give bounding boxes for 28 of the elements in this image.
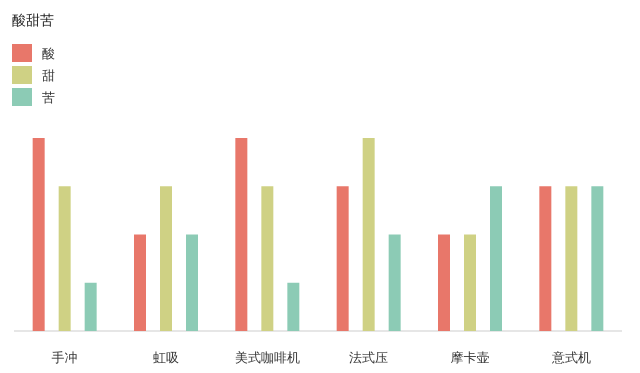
bar [565,186,578,331]
bar [186,234,198,331]
x-tick-label: 美式咖啡机 [234,350,300,366]
x-tick-label: 法式压 [349,351,388,366]
x-tick-label: 意式机 [550,351,591,366]
bar [388,234,401,331]
bar [591,186,604,331]
bar [464,234,476,331]
x-tick-label: 虹吸 [153,351,179,366]
x-tick-label: 摩卡壶 [450,351,490,366]
bar [160,186,172,331]
bar [261,186,274,331]
legend-title: 酸甜苦 [12,13,54,29]
bar [287,282,300,331]
bar [362,138,375,331]
bar [336,186,349,331]
bar [490,186,502,331]
legend-label: 甜 [42,69,55,84]
bar [235,138,248,331]
bar [438,234,450,331]
bar [134,234,146,331]
x-tick-label: 手冲 [52,351,78,366]
bar [32,138,45,331]
bar [58,186,71,331]
bar [539,186,552,331]
legend-label: 酸 [42,47,55,62]
legend-label: 苦 [42,91,55,106]
bar [84,282,97,331]
